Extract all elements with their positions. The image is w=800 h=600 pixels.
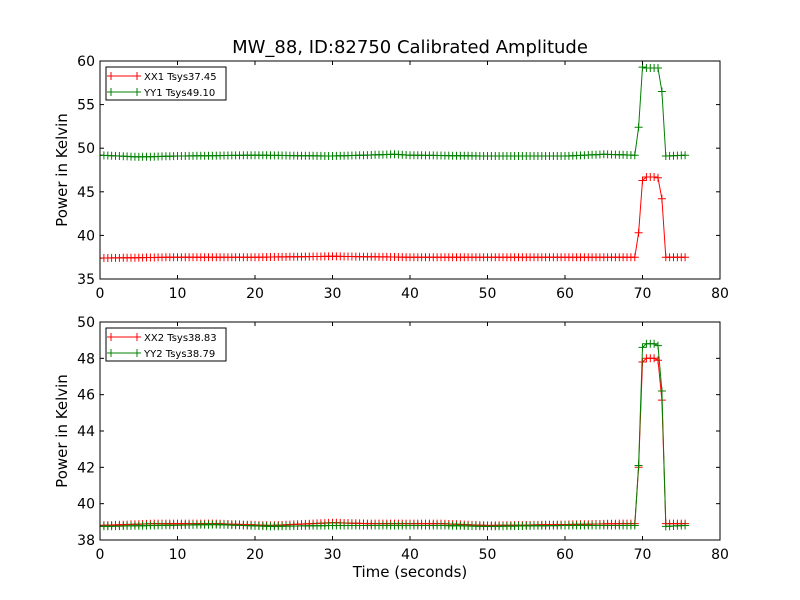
y-tick-label: 55 [77, 98, 95, 114]
legend-marker [107, 333, 141, 341]
x-tick-label: 50 [479, 547, 497, 563]
y-tick-label: 45 [77, 185, 95, 201]
legend-label: XX2 Tsys38.83 [144, 333, 217, 344]
legend: XX2 Tsys38.83 YY2 Tsys38.79 [105, 327, 227, 362]
top-plot: 0 10 20 30 40 50 60 70 80 35 40 45 50 55 60 Power in Ke… [53, 54, 729, 302]
y-tick-label: 44 [77, 424, 95, 440]
x-tick-label: 50 [479, 286, 497, 302]
data-point [638, 343, 647, 352]
axes-frame [99, 321, 721, 541]
y-tick-label: 46 [77, 388, 95, 404]
x-tick-label: 10 [169, 286, 187, 302]
y-tick-label: 48 [77, 351, 95, 367]
x-tick-label: 0 [96, 286, 105, 302]
data-point [654, 356, 662, 365]
series-markers [100, 339, 690, 531]
data-point [657, 194, 666, 203]
y-axis-label: Power in Kelvin [53, 374, 71, 488]
data-point [630, 253, 639, 262]
axes-frame [99, 60, 721, 280]
x-tick-label: 60 [556, 547, 574, 563]
x-axis-label: Time (seconds) [352, 563, 468, 581]
x-tick-label: 10 [169, 547, 187, 563]
legend-label: XX1 Tsys37.45 [144, 72, 217, 83]
x-tick-label: 40 [401, 547, 419, 563]
y-tick-label: 60 [77, 54, 95, 70]
data-point [654, 341, 662, 350]
data-point [657, 87, 666, 96]
x-tick-label: 30 [324, 286, 342, 302]
x-tick-label: 30 [324, 547, 342, 563]
y-tick-label: 40 [77, 228, 95, 244]
x-tick-label: 60 [556, 286, 574, 302]
series-markers [100, 173, 690, 263]
data-point [630, 521, 639, 530]
x-tick-label: 70 [634, 547, 652, 563]
data-point [681, 151, 690, 160]
x-tick-label: 20 [246, 286, 264, 302]
legend-box [105, 66, 227, 101]
legend-label: YY2 Tsys38.79 [143, 349, 215, 360]
data-point [634, 461, 643, 470]
y-tick-label: 50 [77, 141, 95, 157]
data-point [681, 521, 690, 530]
y-axis-label: Power in Kelvin [53, 113, 71, 227]
data-point [654, 173, 662, 182]
x-tick-label: 70 [634, 286, 652, 302]
legend-marker [107, 349, 141, 357]
x-tick-label: 80 [711, 547, 729, 563]
data-point [630, 151, 639, 160]
bottom-plot: 0 10 20 30 40 50 60 70 80 38 40 42 44 46 48 50 Power in … [53, 315, 729, 563]
data-point [634, 123, 643, 132]
y-tick-label: 42 [77, 460, 95, 476]
series-markers [100, 63, 690, 161]
data-point [638, 176, 647, 185]
legend-marker [107, 88, 141, 96]
data-point [650, 339, 659, 348]
x-tick-label: 40 [401, 286, 419, 302]
data-point [650, 173, 659, 181]
y-tick-label: 38 [77, 533, 95, 549]
y-tick-label: 40 [77, 497, 95, 513]
y-tick-label: 50 [77, 315, 95, 331]
x-tick-label: 20 [246, 547, 264, 563]
x-tick-label: 80 [711, 286, 729, 302]
y-tick-label: 35 [77, 272, 95, 288]
data-point [657, 387, 666, 395]
legend-box [105, 327, 227, 362]
data-point [634, 228, 643, 237]
legend-label: YY1 Tsys49.10 [143, 88, 215, 99]
data-point [650, 354, 659, 363]
legend: XX1 Tsys37.45 YY1 Tsys49.10 [105, 66, 227, 101]
x-tick-label: 0 [96, 547, 105, 563]
chart-title: MW_88, ID:82750 Calibrated Amplitude [232, 37, 588, 58]
data-point [654, 64, 662, 72]
data-point [681, 253, 690, 262]
legend-marker [107, 72, 141, 80]
